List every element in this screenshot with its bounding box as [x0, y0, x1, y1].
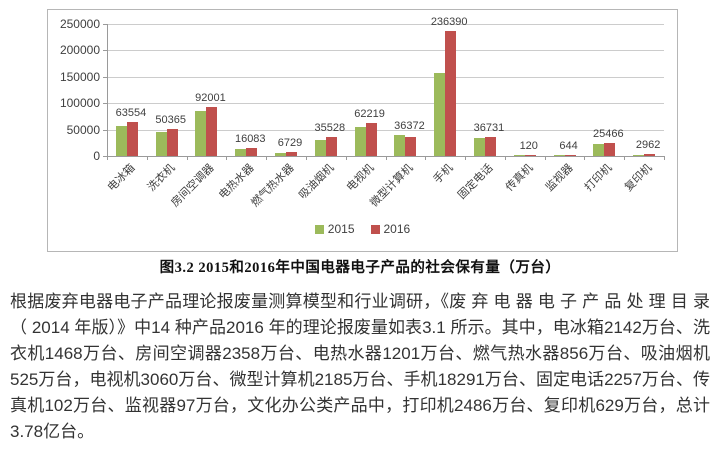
- figure-caption: 图3.2 2015和2016年中国电器电子产品的社会保有量（万台）: [159, 260, 561, 276]
- bar-2015: [235, 149, 247, 156]
- bar-value-label: 35528: [314, 122, 346, 134]
- bar-value-label: 62219: [354, 108, 385, 120]
- bar-2016: [126, 122, 138, 156]
- x-axis-tick: [186, 156, 188, 160]
- bar-2016: [365, 123, 377, 156]
- bar-value-label: 25466: [593, 128, 624, 140]
- x-axis-tick: [107, 156, 108, 160]
- bar-chart-figure: 250000 200000 150000 100000 50000 0 63554 电冰箱 50…: [47, 9, 678, 252]
- bar-2016: [325, 137, 337, 156]
- bar-2016: [445, 31, 457, 156]
- x-axis-tick: [345, 156, 347, 160]
- bar-value-label: 644: [559, 140, 578, 152]
- x-axis-tick: [504, 156, 506, 160]
- gridline: [107, 24, 664, 25]
- bar-value-label: 36731: [473, 122, 505, 134]
- chart-legend: 2015 2016: [48, 222, 677, 236]
- bar-2015: [195, 111, 207, 156]
- bar-value-label: 16083: [234, 133, 266, 145]
- legend-item-2015: 2015: [314, 222, 355, 236]
- y-axis-line: [107, 24, 108, 156]
- bar-value-label: 236390: [430, 16, 468, 28]
- y-axis-label: 150000: [59, 69, 100, 84]
- y-axis-label: 0: [93, 149, 100, 163]
- gridline: [107, 129, 664, 131]
- y-axis-tick: [103, 129, 107, 131]
- bar-2016: [166, 129, 178, 156]
- x-axis-tick: [544, 156, 546, 160]
- legend-label: 2016: [383, 222, 411, 236]
- bar-2015: [354, 127, 366, 156]
- bar-2016: [564, 155, 576, 156]
- bar-2016: [246, 148, 258, 156]
- legend-label: 2015: [327, 222, 355, 236]
- y-axis-tick: [103, 103, 107, 105]
- bar-2015: [115, 126, 127, 156]
- bar-2016: [405, 137, 417, 156]
- bar-value-label: 36372: [394, 120, 425, 132]
- x-axis-tick: [664, 156, 665, 160]
- bar-2016: [484, 137, 496, 156]
- y-axis-tick: [103, 76, 107, 78]
- bar-2015: [434, 73, 446, 156]
- x-axis-tick: [226, 156, 228, 160]
- bar-2015: [314, 140, 326, 156]
- bar-2015: [633, 155, 645, 156]
- bar-value-label: 120: [519, 140, 538, 152]
- body-paragraph: 根据废弃电器电子产品理论报废量测算模型和行业调研，《废 弃 电 器 电 子 产 …: [10, 292, 710, 441]
- bar-value-label: 92001: [195, 92, 226, 104]
- legend-item-2016: 2016: [370, 222, 411, 236]
- x-axis-tick: [146, 156, 148, 160]
- x-axis-tick: [305, 156, 307, 160]
- bar-2015: [553, 155, 565, 156]
- bar-value-label: 63554: [115, 107, 147, 119]
- bar-value-label: 50365: [155, 114, 186, 126]
- x-axis-tick: [624, 156, 626, 160]
- x-axis-tick: [425, 156, 427, 160]
- legend-swatch-icon: [370, 224, 380, 234]
- bar-2016: [286, 152, 298, 156]
- bar-2016: [604, 143, 616, 156]
- bar-2015: [394, 135, 406, 156]
- y-axis-tick: [103, 24, 107, 25]
- bar-2016: [524, 155, 536, 156]
- gridline: [107, 103, 664, 105]
- gridline: [107, 76, 664, 78]
- bar-2015: [593, 144, 605, 156]
- y-axis-label: 200000: [59, 43, 100, 58]
- bar-2015: [155, 132, 167, 156]
- x-axis-tick: [584, 156, 586, 160]
- legend-swatch-icon: [314, 224, 324, 234]
- x-axis-tick: [385, 156, 387, 160]
- y-axis-tick: [103, 50, 107, 52]
- bar-2015: [473, 138, 485, 156]
- bar-2015: [275, 153, 287, 156]
- gridline: [107, 50, 664, 52]
- bar-value-label: 2962: [635, 139, 661, 151]
- y-axis-label: 250000: [59, 17, 100, 31]
- bar-value-label: 6729: [277, 137, 303, 149]
- bar-2016: [206, 107, 218, 156]
- bar-2016: [644, 154, 656, 156]
- y-axis-label: 100000: [59, 96, 100, 111]
- bar-2015: [513, 155, 525, 156]
- x-axis-tick: [266, 156, 268, 160]
- y-axis-tick: [103, 156, 107, 157]
- y-axis-label: 50000: [66, 122, 100, 137]
- x-axis-tick: [465, 156, 467, 160]
